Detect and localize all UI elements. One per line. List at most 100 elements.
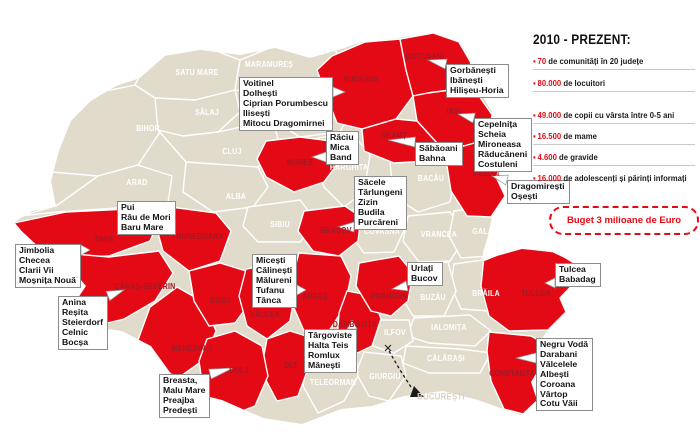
county-label-mehedinti: MEHEDINȚI	[171, 343, 213, 353]
county-label-tulcea: TULCEA	[521, 288, 551, 298]
callout-negru-voda: Negru Vodă Darabani Vălcelele Albești Coroan…	[536, 338, 594, 412]
callout-line-clarii-vii: Clarii Vii	[19, 264, 54, 275]
capital-label-bucuresti: BUCUREȘTI	[417, 391, 465, 403]
callout-line-checea: Checea	[19, 254, 50, 265]
stat-text: de adolescenți și părinți informați	[563, 173, 687, 183]
callout-line-jimbolia: Jimbolia	[19, 245, 55, 255]
callout-line-gorbanesti: Gorbănești	[450, 65, 496, 75]
stats-panel: 2010 - PREZENT: ▪ 70 de comunități în 20 …	[530, 28, 700, 188]
county-label-constanta: CONSTANȚA	[489, 368, 535, 378]
callout-line-celnic: Celnic	[62, 326, 89, 337]
callout-line-ibanesti: Ibănești	[450, 74, 483, 85]
callout-line-zizin: Zizin	[358, 196, 378, 207]
callout-line-halta-teis: Halta Teis	[308, 339, 349, 350]
bucharest-arrow	[384, 344, 424, 397]
callout-raciu: Răciu Mica Band	[326, 131, 359, 165]
stats-separator	[533, 123, 695, 124]
stats-separator	[533, 91, 695, 92]
callout-line-hiliseu-horia: Hilișeu-Horia	[450, 84, 504, 95]
pointer-urlati	[390, 280, 409, 292]
callout-line-pui: Pui	[121, 202, 135, 212]
county-label-caras-severin: CARAȘ-SEVERIN	[114, 281, 176, 291]
callout-targoviste: Târgoviste Halta Teis Romlux Mănești	[304, 329, 357, 373]
county-label-arad: ARAD	[126, 177, 148, 187]
county-vrancea	[402, 211, 467, 263]
county-label-suceava: SUCEAVA	[343, 74, 379, 84]
county-label-olt: OLT	[283, 360, 299, 370]
callout-line-scheia: Scheia	[478, 128, 507, 139]
callout-line-mitocu-dragomirnei: Mitocu Dragomirnei	[243, 117, 325, 128]
stat-text: de copii cu vârsta între 0-5 ani	[563, 110, 675, 120]
callout-line-vartop: Vârtop	[540, 388, 568, 399]
callout-line-rau-de-mori: Râu de Mori	[121, 211, 171, 222]
callout-urlati: Urlați Bucov	[407, 262, 443, 286]
callout-line-breasta-: Breasta,	[163, 375, 198, 385]
callout-gorbanesti: Gorbănești Ibănești Hilișeu-Horia	[446, 64, 509, 98]
pointer-jimbolia	[80, 244, 91, 256]
county-label-covasna: COVASNA	[363, 226, 401, 236]
callout-line-coroana: Coroana	[540, 378, 576, 389]
county-label-teleorman: TELEORMAN	[309, 377, 357, 387]
stat-text: de comunități în 20 județe	[548, 56, 644, 66]
callout-line-budila: Budila	[358, 206, 385, 217]
callout-line-voitinel: Voitinel	[243, 78, 274, 88]
bullet-icon: ▪	[533, 78, 536, 88]
county-label-bihor: BIHOR	[136, 123, 160, 133]
stat-item-5: ▪ 16.000 de adolescenți și părinți inform…	[533, 173, 687, 183]
callout-pui: Pui Râu de Mori Baru Mare	[117, 201, 176, 235]
callout-micesti: Micești Călinești Mălureni Tufanu Tânca	[252, 254, 298, 308]
callout-line-bahna: Bahna	[419, 152, 446, 163]
budget-label: Buget 3 milioane de Euro	[566, 215, 682, 226]
county-brasov	[297, 205, 362, 257]
callout-sacele: Săcele Tărlungeni Zizin Budila Purcăreni	[354, 176, 408, 230]
callout-line-mosnita-noua: Moșnița Nouă	[19, 274, 76, 285]
county-label-satu-mare: SATU MARE	[175, 67, 219, 77]
county-label-arges: ARGEȘ	[301, 291, 329, 301]
county-label-mures: MUREȘ	[286, 157, 314, 167]
callout-line-mironeasa: Mironeasa	[478, 138, 521, 149]
county-label-botosani: BOTOȘANI	[405, 51, 445, 61]
county-label-alba: ALBA	[225, 191, 247, 201]
county-label-buzau: BUZĂU	[420, 292, 446, 302]
stat-value: 16.000	[537, 173, 564, 183]
callout-line-raciu: Răciu	[330, 132, 354, 142]
callout-line-resita: Reșita	[62, 306, 89, 317]
callout-line-dolhesti: Dolhești	[243, 87, 278, 98]
stats-separator	[533, 165, 695, 166]
county-label-maramures: MARAMUREȘ	[244, 59, 294, 69]
callout-line-bocsa: Bocșa	[62, 336, 89, 347]
callout-line-tulcea: Tulcea	[559, 264, 586, 274]
callout-line-sabaoani: Săbăoani	[419, 143, 458, 153]
stat-item-1: ▪ 80.000 de locuitori	[533, 78, 605, 88]
callout-line-predesti: Predești	[163, 404, 198, 415]
callout-line-steierdorf: Steierdorf	[62, 316, 104, 327]
callout-line-romlux: Romlux	[308, 349, 340, 360]
stat-value: 70	[537, 56, 549, 66]
stat-value: 4.600	[537, 152, 560, 162]
callout-line-albesti: Albești	[540, 368, 569, 379]
county-label-calarasi: CĂLĂRAȘI	[427, 353, 465, 363]
callout-line-cepelnita: Cepelnița	[478, 119, 518, 129]
county-label-dolj: DOLJ	[229, 365, 249, 375]
stat-item-0: ▪ 70 de comunități în 20 județe	[533, 56, 643, 66]
callout-line-tarlungeni: Tărlungeni	[358, 186, 403, 197]
county-label-braila: BRĂILA	[472, 288, 500, 298]
callout-line-valcelele: Vălcelele	[540, 358, 578, 369]
county-label-valcea: VÂLCEA	[249, 309, 281, 319]
county-label-iasi: IAȘI	[446, 106, 462, 116]
county-label-prahova: PRAHOVA	[370, 291, 408, 301]
callout-line-bucov: Bucov	[411, 272, 438, 283]
callout-line-tanca: Tânca	[256, 294, 282, 305]
callout-tulcea-box: Tulcea Babadag	[555, 263, 601, 287]
county-dolj	[198, 330, 269, 417]
stat-text: de locuitori	[563, 78, 606, 88]
callout-line-cotu-vaii: Cotu Văii	[540, 398, 578, 409]
stat-value: 49.000	[537, 110, 564, 120]
callout-line-targoviste: Târgoviste	[308, 330, 352, 340]
callout-jimbolia: Jimbolia Checea Clarii Vii Moșnița Nouă	[15, 244, 81, 288]
callout-line-micesti: Micești	[256, 255, 286, 265]
callout-line-babadag: Babadag	[559, 273, 596, 284]
bullet-icon: ▪	[533, 56, 536, 66]
county-label-vrancea: VRANCEA	[420, 229, 458, 239]
